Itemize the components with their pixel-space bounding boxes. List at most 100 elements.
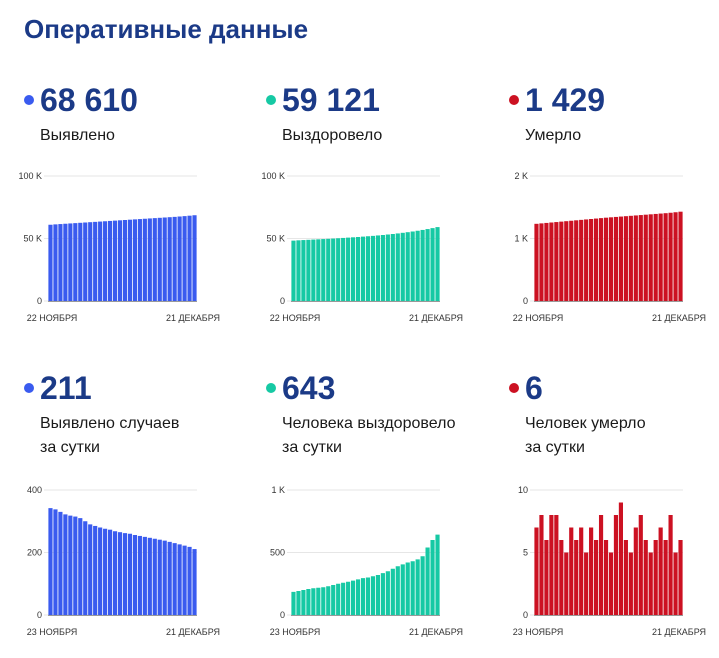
bar: [112, 531, 118, 615]
bar: [177, 216, 182, 301]
bar: [668, 515, 673, 615]
bar: [316, 587, 321, 615]
bar: [405, 562, 410, 615]
y-tick-label: 200: [27, 548, 42, 558]
bar: [326, 238, 331, 301]
bar: [53, 224, 58, 301]
x-end-label: 21 ДЕКАБРЯ: [409, 627, 463, 637]
y-tick-label: 0: [523, 610, 528, 620]
bar: [539, 515, 544, 615]
bar: [311, 239, 316, 301]
bar: [58, 511, 63, 615]
page-title: Оперативные данные: [24, 14, 309, 44]
bar: [78, 222, 83, 301]
bar: [370, 576, 376, 615]
x-end-label: 21 ДЕКАБРЯ: [166, 627, 220, 637]
bar: [360, 236, 366, 301]
bar: [127, 533, 133, 615]
bar: [351, 580, 356, 615]
bar: [668, 212, 673, 301]
bar: [336, 238, 341, 301]
x-end-label: 21 ДЕКАБРЯ: [409, 313, 463, 323]
bar: [291, 240, 296, 301]
bar: [375, 575, 380, 615]
bar: [603, 540, 609, 615]
bar: [122, 220, 128, 301]
daily-deaths-label: Человек умерло за сутки: [525, 415, 646, 456]
bar: [291, 591, 296, 615]
bar: [648, 552, 653, 615]
bar: [395, 566, 400, 615]
bar: [152, 218, 157, 301]
bar: [117, 220, 123, 301]
y-tick-label: 0: [523, 296, 528, 306]
x-end-label: 21 ДЕКАБРЯ: [166, 313, 220, 323]
y-tick-label: 5: [523, 548, 528, 558]
bar: [93, 221, 98, 301]
bar: [172, 216, 177, 301]
bar: [653, 213, 658, 301]
bar: [633, 215, 638, 301]
bar: [534, 223, 539, 301]
bar: [594, 540, 599, 615]
bar: [142, 218, 147, 301]
bar: [395, 233, 400, 301]
blue-dot-icon: [24, 94, 34, 105]
bar: [643, 540, 648, 615]
bar: [187, 215, 192, 301]
blue-dot-icon: [24, 382, 34, 393]
bar: [331, 238, 336, 301]
bar: [380, 573, 385, 615]
bar: [658, 213, 663, 301]
bar: [598, 218, 604, 301]
y-tick-label: 0: [37, 296, 42, 306]
y-tick-label: 0: [280, 296, 285, 306]
bar: [147, 218, 152, 301]
bar: [58, 224, 63, 301]
bar: [554, 222, 559, 301]
bar: [638, 215, 643, 301]
bar: [608, 552, 614, 615]
bar: [554, 515, 559, 615]
bar: [182, 216, 187, 301]
bar: [137, 219, 142, 301]
bar: [103, 528, 108, 615]
bar: [410, 561, 415, 615]
bar: [618, 502, 623, 615]
bar: [147, 537, 152, 615]
bar: [346, 237, 351, 301]
bar: [127, 219, 133, 301]
bar: [137, 535, 142, 615]
x-start-label: 22 НОЯБРЯ: [27, 313, 78, 323]
bar: [172, 543, 177, 615]
bar: [306, 239, 311, 301]
y-tick-label: 1 K: [271, 485, 285, 495]
bar: [68, 223, 73, 301]
bar: [296, 591, 301, 615]
bar: [88, 222, 93, 301]
bar: [187, 546, 192, 615]
bar: [435, 534, 440, 615]
bar: [98, 527, 103, 615]
bar: [192, 549, 197, 615]
bar: [88, 524, 93, 615]
y-tick-label: 100 K: [261, 171, 285, 181]
bar: [326, 586, 331, 615]
chart-detected: 0 50 K 100 K 22 НОЯБРЯ 21 ДЕКАБРЯ: [18, 171, 220, 323]
bar: [598, 515, 604, 615]
bar: [613, 515, 619, 615]
bar: [633, 527, 638, 615]
bar: [341, 582, 346, 615]
bar: [400, 232, 405, 301]
bar: [306, 589, 311, 615]
bar: [534, 527, 539, 615]
bar: [584, 219, 589, 301]
bar: [420, 229, 425, 301]
bar: [167, 217, 172, 301]
bar: [157, 539, 162, 615]
bar: [594, 218, 599, 301]
bar: [579, 527, 584, 615]
bar: [539, 223, 544, 301]
y-tick-label: 50 K: [266, 234, 285, 244]
bar: [574, 540, 579, 615]
